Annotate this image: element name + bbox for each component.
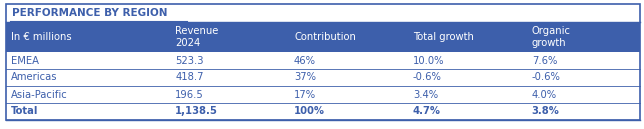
Text: Contribution: Contribution [294, 32, 356, 42]
Text: 523.3: 523.3 [175, 55, 204, 66]
Text: 3.8%: 3.8% [532, 107, 560, 116]
Text: 3.4%: 3.4% [413, 90, 438, 99]
Text: -0.6%: -0.6% [532, 72, 561, 83]
Text: 4.7%: 4.7% [413, 107, 441, 116]
Text: 1,138.5: 1,138.5 [175, 107, 218, 116]
Text: 4.0%: 4.0% [532, 90, 557, 99]
Text: 17%: 17% [294, 90, 316, 99]
Text: Total: Total [11, 107, 39, 116]
Text: PERFORMANCE BY REGION: PERFORMANCE BY REGION [12, 8, 167, 18]
Text: In € millions: In € millions [11, 32, 71, 42]
Text: 7.6%: 7.6% [532, 55, 557, 66]
Text: 196.5: 196.5 [175, 90, 204, 99]
Text: 10.0%: 10.0% [413, 55, 444, 66]
Bar [6, 22, 640, 52]
Text: Revenue
2024: Revenue 2024 [175, 26, 218, 48]
Text: 37%: 37% [294, 72, 316, 83]
Text: 46%: 46% [294, 55, 316, 66]
Text: 418.7: 418.7 [175, 72, 204, 83]
Text: Total growth: Total growth [413, 32, 474, 42]
Text: Asia-Pacific: Asia-Pacific [11, 90, 68, 99]
Text: -0.6%: -0.6% [413, 72, 442, 83]
Text: EMEA: EMEA [11, 55, 39, 66]
Text: 100%: 100% [294, 107, 325, 116]
Bar [6, 4, 640, 120]
Text: Organic
growth: Organic growth [532, 26, 571, 48]
Text: Americas: Americas [11, 72, 57, 83]
